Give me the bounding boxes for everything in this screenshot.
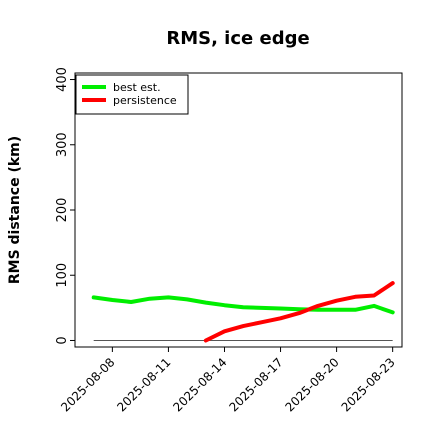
y-axis-label: RMS distance (km) <box>7 136 23 284</box>
y-tick-label: 100 <box>55 263 70 288</box>
chart-title: RMS, ice edge <box>166 28 309 49</box>
plot-frame <box>74 72 403 348</box>
x-tick-label: 2025-08-08 <box>58 355 117 414</box>
x-tick-label: 2025-08-11 <box>114 355 173 414</box>
legend: best est.persistence <box>75 74 189 115</box>
y-tick-label: 0 <box>55 336 70 344</box>
y-tick-label: 300 <box>55 132 70 157</box>
y-tick-label: 400 <box>55 67 70 92</box>
legend-box <box>75 74 189 115</box>
legend-label: best est. <box>113 81 161 94</box>
x-tick-label: 2025-08-17 <box>226 355 285 414</box>
plot-lines <box>91 281 395 343</box>
x-tick-label: 2025-08-14 <box>170 355 229 414</box>
x-tick-label: 2025-08-20 <box>283 355 342 414</box>
axis-ticks: 01002003004002025-08-082025-08-112025-08… <box>55 67 398 414</box>
series-line-best-est- <box>91 295 395 315</box>
legend-label: persistence <box>113 94 177 107</box>
x-tick-label: 2025-08-23 <box>339 355 398 414</box>
series-line-persistence <box>203 281 395 343</box>
y-tick-label: 200 <box>55 198 70 223</box>
